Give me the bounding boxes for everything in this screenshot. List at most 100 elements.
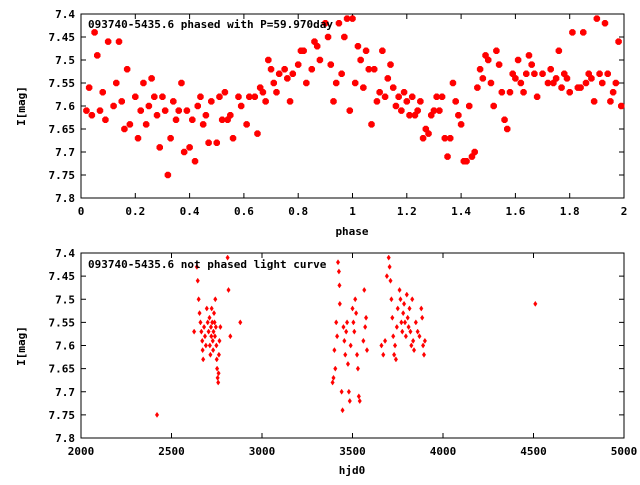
data-point (335, 333, 340, 340)
data-point (404, 291, 409, 298)
data-point (196, 296, 201, 303)
data-point (189, 116, 196, 124)
x-tick-label: 2500 (158, 445, 185, 458)
data-point (113, 79, 120, 87)
data-point (381, 351, 386, 358)
data-point (345, 361, 351, 367)
data-point (525, 52, 533, 59)
data-point (194, 102, 201, 110)
data-point (346, 388, 351, 395)
data-point (387, 263, 392, 270)
data-point (421, 342, 426, 349)
data-point (197, 310, 202, 317)
x-axis-label: phase (335, 225, 368, 238)
data-point (417, 98, 424, 105)
data-point (327, 61, 335, 68)
data-point (599, 79, 606, 87)
data-point (566, 88, 573, 96)
data-point (243, 121, 250, 128)
data-point (211, 310, 217, 317)
data-point (198, 319, 203, 326)
y-tick-label: 7.45 (49, 270, 76, 283)
x-tick-label: 4000 (430, 445, 457, 458)
data-point (259, 88, 267, 96)
y-tick-label: 7.6 (55, 340, 75, 353)
data-point (433, 93, 440, 101)
data-point (465, 102, 473, 110)
data-point (364, 347, 370, 354)
data-point (411, 347, 417, 354)
y-tick-label: 7.5 (55, 293, 75, 306)
data-point (386, 254, 391, 261)
data-point (208, 351, 213, 358)
y-axis-ticks: 7.4 7.45 7.5 7.55 7.6 7.65 7.7 7.75 7.8 (49, 247, 624, 445)
data-point (212, 319, 217, 326)
y-tick-label: 7.55 (49, 77, 76, 90)
data-point (365, 65, 373, 73)
data-point (343, 15, 351, 22)
x-tick-label: 2000 (68, 445, 95, 458)
data-point (419, 305, 424, 312)
data-point (392, 342, 398, 349)
data-point (213, 139, 221, 147)
data-point (330, 379, 335, 386)
data-point (265, 56, 272, 64)
data-point (308, 65, 316, 73)
data-point (134, 134, 142, 142)
data-point (262, 98, 269, 105)
data-point (402, 319, 408, 326)
data-point (206, 328, 211, 335)
data-point (205, 319, 210, 326)
data-point (362, 47, 370, 55)
x-tick-label: 1.4 (451, 205, 471, 218)
data-point (300, 47, 307, 55)
y-tick-label: 7.45 (49, 31, 76, 44)
data-point (392, 102, 400, 110)
data-point (201, 356, 206, 363)
data-point (495, 61, 503, 68)
data-point (351, 319, 356, 326)
data-point (596, 70, 603, 78)
data-point (501, 116, 508, 124)
data-point (391, 333, 396, 340)
data-point (331, 374, 336, 381)
data-point (476, 65, 484, 73)
data-point (582, 79, 590, 87)
data-point (414, 107, 421, 114)
data-point (227, 111, 234, 119)
data-point (354, 42, 362, 50)
y-tick-label: 7.8 (55, 192, 75, 205)
x-tick-label: 2 (621, 205, 628, 218)
x-tick-label: 0.6 (234, 205, 254, 218)
data-point (394, 324, 399, 330)
data-point (104, 38, 112, 45)
data-point (379, 342, 384, 349)
data-point (226, 287, 231, 293)
data-point (235, 93, 242, 101)
data-point (228, 333, 233, 340)
data-point (170, 98, 177, 105)
data-point (344, 328, 349, 335)
data-point (395, 93, 402, 101)
data-point (441, 134, 449, 142)
data-point (398, 296, 403, 303)
x-tick-label: 3000 (249, 445, 276, 458)
data-point (389, 296, 394, 303)
data-point (210, 337, 215, 344)
data-point (520, 88, 527, 96)
data-point (303, 79, 310, 87)
x-tick-label: 0 (78, 205, 85, 218)
data-point (85, 84, 93, 91)
data-point (229, 134, 237, 142)
data-point (590, 98, 598, 105)
data-point (408, 93, 416, 101)
data-point (406, 111, 413, 119)
data-point (539, 70, 546, 78)
data-point (593, 15, 601, 22)
data-point (126, 121, 134, 128)
data-point (197, 93, 204, 101)
data-point (91, 29, 98, 36)
data-point (351, 79, 359, 87)
